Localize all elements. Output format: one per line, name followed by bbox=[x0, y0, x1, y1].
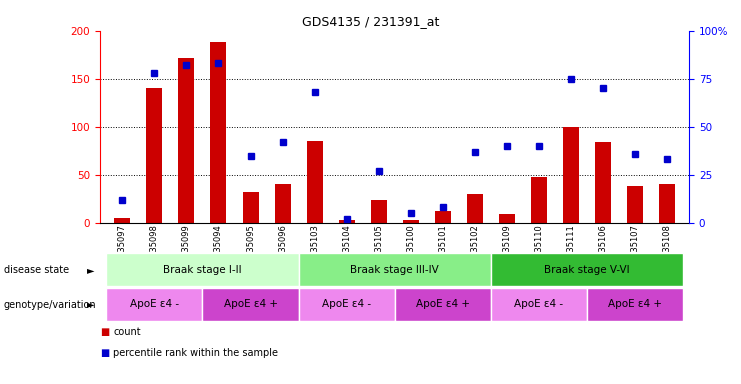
Bar bbox=[179, 58, 194, 223]
Text: count: count bbox=[113, 327, 141, 337]
Bar bbox=[299, 288, 395, 321]
Bar bbox=[107, 288, 202, 321]
Bar bbox=[307, 141, 322, 223]
Text: percentile rank within the sample: percentile rank within the sample bbox=[113, 348, 279, 358]
Bar bbox=[274, 184, 290, 223]
Bar bbox=[467, 194, 482, 223]
Text: GDS4135 / 231391_at: GDS4135 / 231391_at bbox=[302, 15, 439, 28]
Text: Braak stage V-VI: Braak stage V-VI bbox=[544, 265, 630, 275]
Bar bbox=[202, 288, 299, 321]
Bar bbox=[531, 177, 547, 223]
Bar bbox=[339, 220, 354, 223]
Text: ApoE ε4 -: ApoE ε4 - bbox=[130, 299, 179, 310]
Text: ■: ■ bbox=[100, 327, 109, 337]
Text: Braak stage I-II: Braak stage I-II bbox=[163, 265, 242, 275]
Text: genotype/variation: genotype/variation bbox=[4, 300, 96, 310]
Bar bbox=[107, 253, 299, 286]
Bar bbox=[299, 253, 491, 286]
Text: disease state: disease state bbox=[4, 265, 69, 275]
Text: ►: ► bbox=[87, 300, 95, 310]
Bar bbox=[210, 42, 227, 223]
Text: ApoE ε4 -: ApoE ε4 - bbox=[322, 299, 371, 310]
Bar bbox=[395, 288, 491, 321]
Bar bbox=[147, 88, 162, 223]
Bar bbox=[370, 200, 387, 223]
Bar bbox=[491, 288, 587, 321]
Text: ApoE ε4 +: ApoE ε4 + bbox=[608, 299, 662, 310]
Text: ApoE ε4 -: ApoE ε4 - bbox=[514, 299, 563, 310]
Bar bbox=[114, 218, 130, 223]
Bar bbox=[627, 186, 642, 223]
Bar bbox=[595, 142, 611, 223]
Text: ApoE ε4 +: ApoE ε4 + bbox=[416, 299, 470, 310]
Bar bbox=[402, 220, 419, 223]
Text: ■: ■ bbox=[100, 348, 109, 358]
Text: ►: ► bbox=[87, 265, 95, 275]
Text: Braak stage III-IV: Braak stage III-IV bbox=[350, 265, 439, 275]
Bar bbox=[435, 211, 451, 223]
Text: ApoE ε4 +: ApoE ε4 + bbox=[224, 299, 278, 310]
Bar bbox=[491, 253, 682, 286]
Bar bbox=[562, 127, 579, 223]
Bar bbox=[499, 214, 515, 223]
Bar bbox=[587, 288, 682, 321]
Bar bbox=[242, 192, 259, 223]
Bar bbox=[659, 184, 675, 223]
